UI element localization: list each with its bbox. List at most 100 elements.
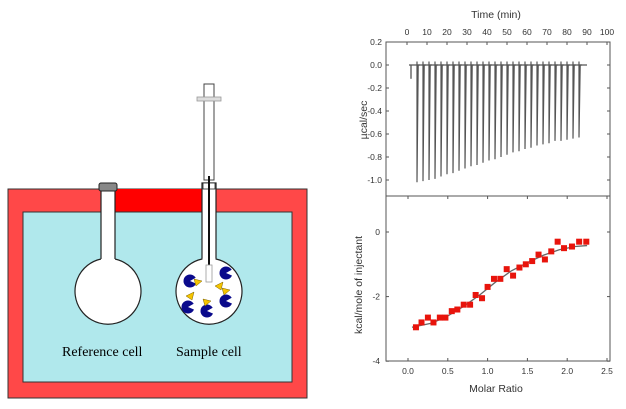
molar-ratio-tick-label: 0.0 <box>402 366 414 376</box>
data-point <box>424 314 431 321</box>
power-tick-label: -0.4 <box>367 106 382 116</box>
data-point <box>479 295 486 302</box>
ligand-icon <box>202 298 212 307</box>
data-point <box>460 301 467 308</box>
data-point <box>529 258 536 265</box>
data-point <box>442 314 449 321</box>
data-point <box>554 238 561 245</box>
enthalpy-tick-label: 0 <box>375 227 380 237</box>
data-point <box>472 291 479 298</box>
data-point <box>497 275 504 282</box>
time-tick-label: 30 <box>462 27 472 37</box>
injection-peak <box>512 61 516 153</box>
data-point <box>548 248 555 255</box>
enthalpy-tick-label: -4 <box>372 356 380 366</box>
injection-peak <box>566 61 570 140</box>
data-point <box>418 319 425 326</box>
data-point <box>583 238 590 245</box>
data-point <box>516 264 523 271</box>
injection-peak <box>494 61 498 160</box>
data-point <box>448 308 455 315</box>
ligand-icon <box>193 278 203 287</box>
data-point <box>522 261 529 268</box>
power-tick-label: 0.0 <box>370 60 382 70</box>
power-axis-title: µcal/sec <box>358 101 370 140</box>
data-point <box>454 306 461 313</box>
data-point <box>430 319 437 326</box>
power-tick-label: 0.2 <box>370 37 382 47</box>
time-tick-label: 80 <box>562 27 572 37</box>
enthalpy-tick-label: -2 <box>372 292 380 302</box>
injection-peak <box>518 61 522 152</box>
time-tick-label: 20 <box>442 27 452 37</box>
injection-syringe <box>196 83 222 283</box>
macromolecule-icon <box>219 266 233 280</box>
injection-peak <box>464 61 468 169</box>
enthalpy-axis-title: kcal/mole of injectant <box>353 236 365 334</box>
molar-ratio-tick-label: 2.5 <box>601 366 613 376</box>
isotherm-frame <box>385 195 611 362</box>
stirrer-paddle <box>205 264 213 283</box>
macromolecule-icon <box>200 304 214 318</box>
time-tick-label: 50 <box>502 27 512 37</box>
data-point <box>436 314 443 321</box>
molar-ratio-tick-label: 0.5 <box>442 366 454 376</box>
calorimeter-diagram: Reference cell Sample cell <box>7 83 308 399</box>
injection-peak <box>572 61 576 139</box>
injection-peak <box>554 61 558 141</box>
time-tick-label: 40 <box>482 27 492 37</box>
reference-cell <box>74 182 142 325</box>
syringe-plunger-handle <box>196 96 222 102</box>
binding-isotherm-chart: Molar Ratio kcal/mole of injectant 0.0 0.… <box>353 195 613 395</box>
injection-peak <box>476 61 480 166</box>
injection-peak <box>470 61 474 167</box>
jacket-top-bar <box>115 189 203 212</box>
data-point <box>503 266 510 273</box>
injection-peak <box>416 61 420 183</box>
ligand-icon <box>221 287 231 296</box>
injection-peak <box>524 61 528 149</box>
injection-peak <box>506 61 510 155</box>
data-point <box>576 238 583 245</box>
reference-cell-neck-cap <box>98 182 118 192</box>
sample-molecules <box>181 266 233 318</box>
injection-peak <box>422 61 426 182</box>
molar-ratio-tick-label: 2.0 <box>561 366 573 376</box>
power-tick-label: -0.8 <box>367 152 382 162</box>
injection-peak <box>488 61 492 161</box>
molar-ratio-axis-title: Molar Ratio <box>469 383 523 395</box>
macromolecule-icon <box>219 294 233 308</box>
injection-peak <box>560 61 564 141</box>
thermogram-chart: Time (min) µcal/sec 0 10 20 30 40 50 60 70 80 90 1… <box>358 9 614 197</box>
data-point <box>484 283 491 290</box>
macromolecule-icon <box>181 300 195 314</box>
molar-ratio-tick-label: 1.0 <box>482 366 494 376</box>
power-tick-label: -0.6 <box>367 129 382 139</box>
injection-peak <box>446 61 450 175</box>
injection-peak <box>548 61 552 144</box>
time-tick-label: 60 <box>522 27 532 37</box>
injection-peak <box>578 61 582 138</box>
data-point <box>412 324 419 331</box>
reference-cell-label: Reference cell <box>62 345 143 360</box>
data-point <box>541 256 548 263</box>
time-tick-label: 100 <box>600 27 614 37</box>
power-tick-label: -0.2 <box>367 83 382 93</box>
data-point <box>535 251 542 258</box>
injection-peak <box>440 61 444 177</box>
data-point <box>510 272 517 279</box>
time-tick-label: 70 <box>542 27 552 37</box>
injection-peak <box>452 61 456 174</box>
injection-peak <box>434 61 438 179</box>
ligand-icon <box>214 281 224 291</box>
water-bath <box>22 211 293 383</box>
time-tick-label: 90 <box>582 27 592 37</box>
injection-peak <box>530 61 534 148</box>
ligand-icon <box>185 291 195 301</box>
power-tick-label: -1.0 <box>367 175 382 185</box>
molar-ratio-tick-label: 1.5 <box>521 366 533 376</box>
data-point <box>490 275 497 282</box>
injection-peak <box>500 61 504 158</box>
injection-peak <box>482 61 486 163</box>
